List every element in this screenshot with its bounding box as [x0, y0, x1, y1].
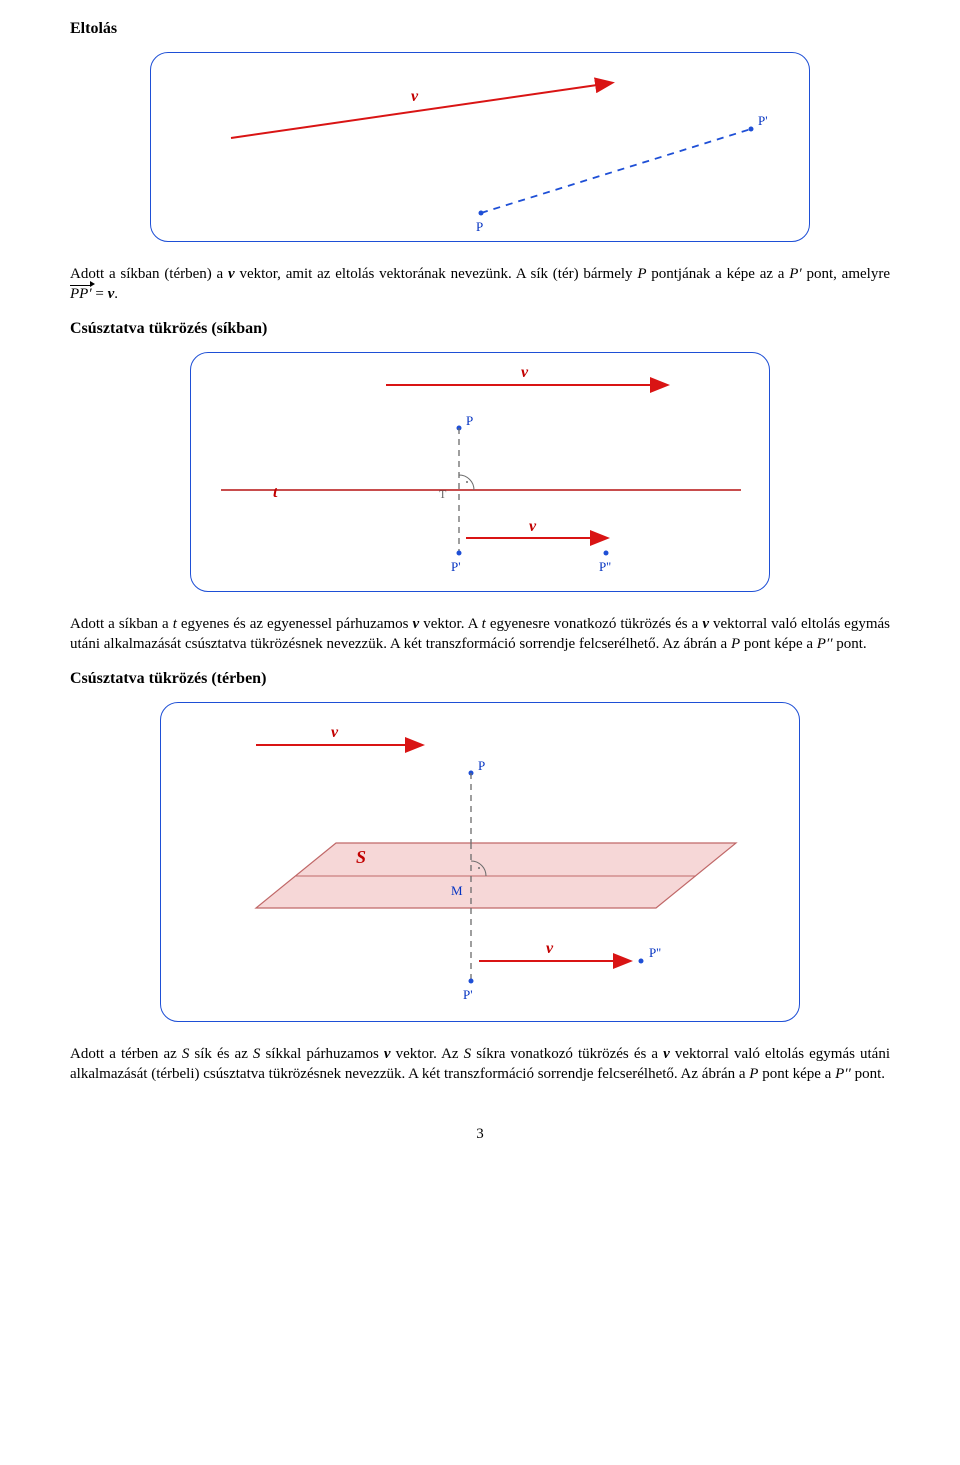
point-ppp [604, 550, 609, 555]
right-angle-dot [466, 481, 468, 483]
figure-2-wrap: v t P T P' v P'' [70, 352, 890, 592]
para-2: Adott a síkban a t egyenes és az egyenes… [70, 614, 890, 655]
para-1: Adott a síkban (térben) a v vektor, amit… [70, 264, 890, 305]
label-v-bottom: v [546, 940, 554, 957]
label-pprime: P' [463, 987, 473, 1002]
label-p: P [466, 413, 473, 428]
p2-Ppp: P′′ [817, 636, 833, 652]
p1-Pp: P′ [789, 266, 801, 282]
label-S: S [356, 847, 366, 867]
label-ppp: P'' [599, 559, 611, 574]
label-M: M [451, 883, 463, 898]
figure-1-wrap: v P P' [70, 52, 890, 242]
p2-t4: egyenesre vonatkozó tükrözés és a [486, 616, 703, 632]
p1-eq: = [92, 286, 108, 302]
figure-3: v S P M P' v P'' [160, 702, 800, 1022]
p2-t3: vektor. A [419, 616, 481, 632]
point-pprime [749, 126, 754, 131]
figure-1: v P P' [150, 52, 810, 242]
label-ppp: P'' [649, 945, 661, 960]
label-v-top: v [521, 364, 529, 381]
p3-Ppp: P′′ [835, 1066, 851, 1082]
p1-v: v [228, 266, 235, 282]
p1-dot: . [114, 286, 118, 302]
heading-eltolas: Eltolás [70, 18, 890, 40]
dash-ppprime [481, 129, 751, 213]
p2-t7: pont. [833, 636, 867, 652]
p3-t8: pont. [851, 1066, 885, 1082]
label-v-top: v [331, 724, 339, 741]
p1-t3: pontjának a képe az a [646, 266, 789, 282]
p2-t2: egyenes és az egyenessel párhuzamos [177, 616, 413, 632]
p2-t6: pont képe a [740, 636, 817, 652]
heading-csusztatva-sikban: Csúsztatva tükrözés (síkban) [70, 318, 890, 340]
p3-v2: v [663, 1046, 670, 1062]
p1-t2: vektor, amit az eltolás vektorának nevez… [235, 266, 638, 282]
label-v-bottom: v [529, 518, 537, 535]
p3-t2: sík és az [189, 1046, 253, 1062]
figure-3-wrap: v S P M P' v P'' [70, 702, 890, 1022]
figure-2: v t P T P' v P'' [190, 352, 770, 592]
p3-t5: síkra vonatkozó tükrözés és a [471, 1046, 663, 1062]
label-p: P [476, 219, 483, 234]
label-pprime: P' [451, 559, 461, 574]
p3-t4: vektor. Az [391, 1046, 464, 1062]
label-pprime: P' [758, 113, 768, 128]
label-v: v [411, 88, 419, 105]
right-angle-dot [478, 867, 480, 869]
p3-t3: síkkal párhuzamos [260, 1046, 383, 1062]
p1-vec: PP′ [70, 284, 92, 304]
point-ppp [639, 958, 644, 963]
label-t: t [273, 484, 278, 501]
p3-t1: Adott a térben az [70, 1046, 182, 1062]
para-3: Adott a térben az S sík és az S síkkal p… [70, 1044, 890, 1085]
p3-t7: pont képe a [758, 1066, 835, 1082]
p3-v: v [384, 1046, 391, 1062]
p1-t4: pont, amelyre [802, 266, 890, 282]
point-pprime [469, 978, 474, 983]
p2-v2: v [702, 616, 709, 632]
p2-P: P [731, 636, 740, 652]
p1-t1: Adott a síkban (térben) a [70, 266, 228, 282]
label-p: P [478, 758, 485, 773]
label-T: T [439, 487, 447, 501]
point-pprime [457, 550, 462, 555]
heading-csusztatva-terben: Csúsztatva tükrözés (térben) [70, 668, 890, 690]
p2-t1: Adott a síkban a [70, 616, 173, 632]
page-number: 3 [70, 1124, 890, 1144]
vector-v [231, 83, 611, 138]
